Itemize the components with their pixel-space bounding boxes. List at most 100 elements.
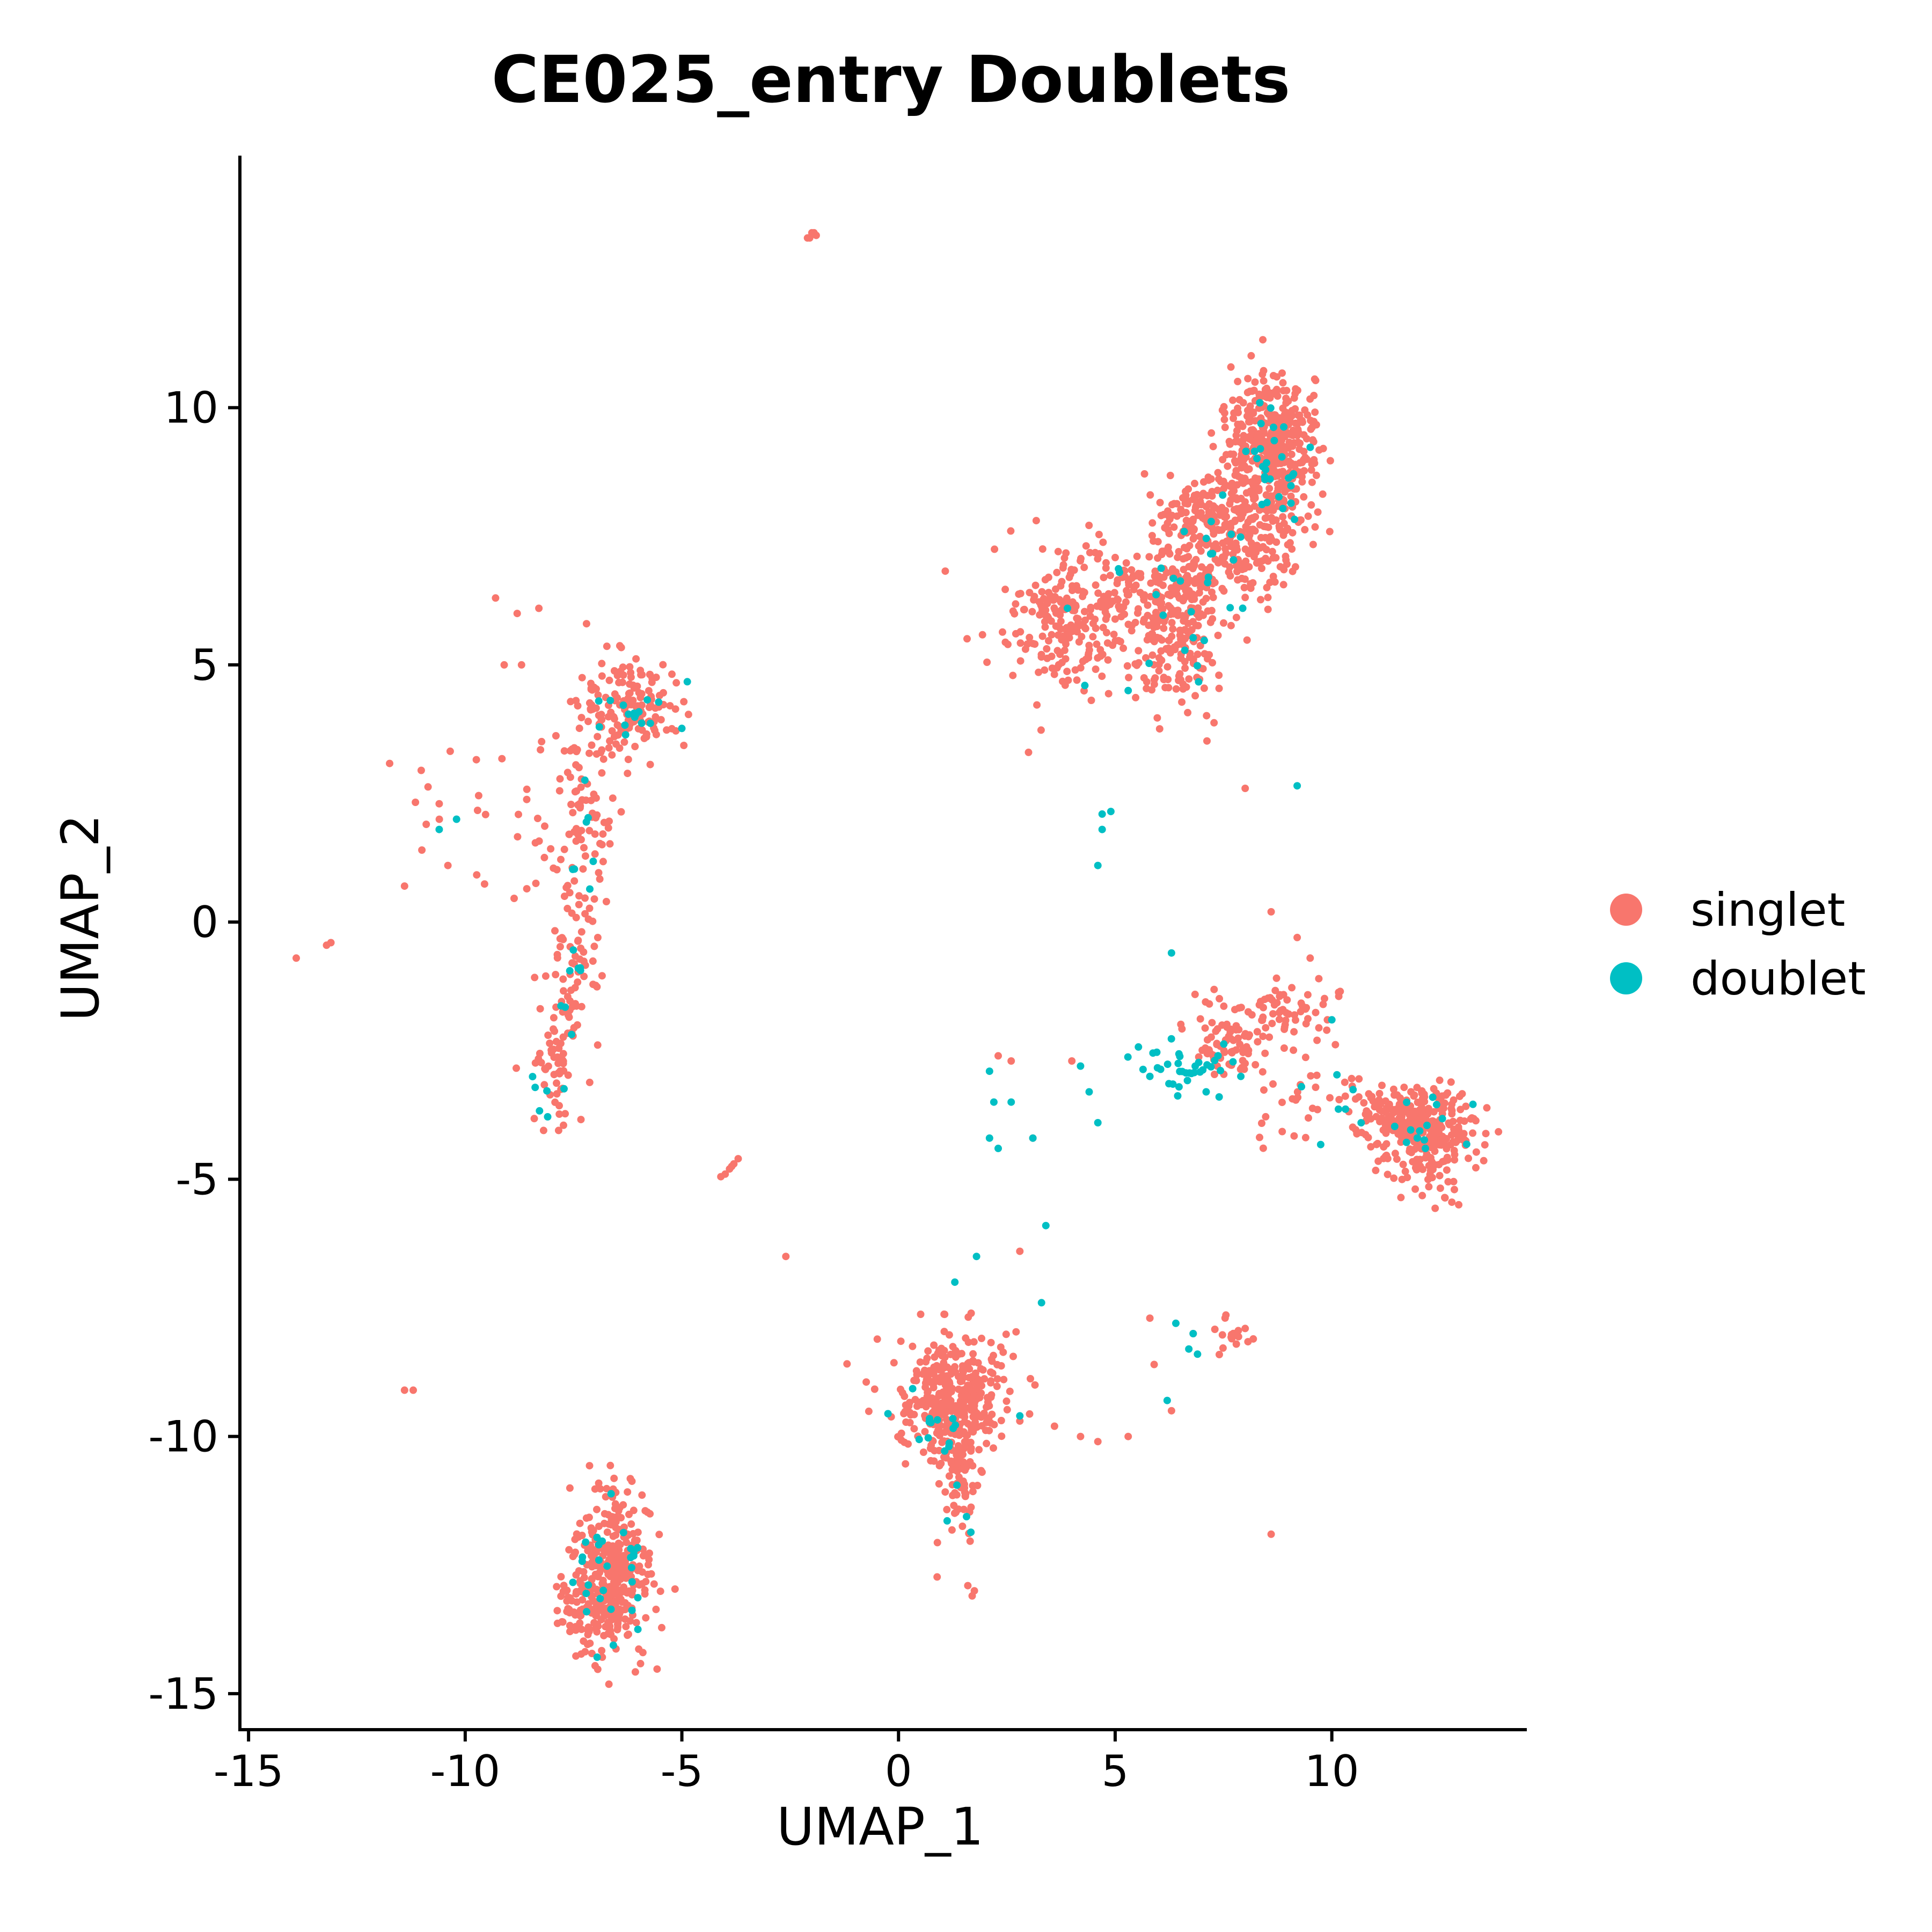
singlet-point — [1104, 690, 1113, 698]
singlet-point — [1168, 619, 1176, 627]
singlet-point — [1172, 685, 1180, 693]
singlet-point — [1269, 1010, 1277, 1018]
singlet-point — [1480, 1157, 1488, 1165]
singlet-point — [1172, 582, 1180, 590]
singlet-point — [1232, 539, 1240, 547]
doublet-point — [1333, 1071, 1341, 1079]
singlet-point — [1265, 485, 1274, 493]
singlet-point — [1249, 427, 1257, 435]
singlet-point — [1185, 541, 1194, 550]
doublet-point — [589, 858, 597, 865]
singlet-point — [912, 1367, 920, 1375]
singlet-point — [638, 726, 646, 734]
x-tick-label: 0 — [885, 1746, 912, 1796]
singlet-point — [1313, 1036, 1321, 1044]
singlet-point — [636, 1659, 645, 1667]
doublet-point — [569, 1578, 577, 1586]
singlet-point — [959, 1368, 967, 1376]
doublet-point — [1462, 1140, 1470, 1148]
singlet-point — [626, 689, 634, 697]
singlet-point — [1181, 634, 1189, 642]
singlet-point — [1312, 471, 1320, 479]
singlet-point — [1216, 994, 1224, 1002]
singlet-point — [1241, 462, 1248, 470]
singlet-point — [1280, 498, 1288, 506]
singlet-point — [604, 824, 612, 832]
doublet-point — [1139, 1065, 1147, 1073]
singlet-point — [1045, 589, 1052, 597]
singlet-point — [599, 755, 608, 763]
singlet-point — [596, 1569, 604, 1577]
singlet-point — [1185, 675, 1193, 683]
singlet-point — [1260, 377, 1268, 385]
singlet-point — [1224, 462, 1232, 470]
singlet-point — [586, 826, 594, 835]
doublet-point — [1328, 1016, 1336, 1024]
singlet-point — [1151, 674, 1159, 682]
singlet-point — [1124, 1432, 1132, 1440]
singlet-point — [961, 1484, 969, 1492]
singlet-point — [970, 1338, 978, 1346]
singlet-point — [599, 830, 607, 838]
singlet-point — [553, 1079, 560, 1087]
singlet-point — [605, 817, 613, 825]
singlet-point — [604, 1511, 612, 1519]
singlet-point — [975, 1446, 983, 1454]
singlet-point — [1166, 472, 1174, 479]
singlet-point — [571, 952, 579, 960]
doublet-point — [631, 713, 639, 721]
singlet-point — [653, 1665, 661, 1673]
singlet-point — [1038, 632, 1046, 640]
singlet-point — [1262, 1024, 1270, 1032]
singlet-point — [1382, 1118, 1391, 1126]
singlet-point — [1160, 624, 1168, 632]
singlet-point — [1263, 393, 1271, 401]
singlet-point — [1195, 1053, 1203, 1061]
doublet-point — [1298, 1082, 1306, 1091]
doublet-point — [1157, 1065, 1165, 1073]
singlet-point — [970, 1587, 978, 1595]
singlet-point — [1482, 1130, 1490, 1138]
singlet-point — [517, 661, 525, 669]
doublet-point — [544, 1113, 552, 1121]
doublet-point — [584, 1581, 592, 1589]
singlet-point — [400, 1386, 408, 1394]
singlet-point — [1184, 708, 1192, 716]
singlet-point — [1155, 654, 1163, 662]
singlet-point — [625, 1630, 632, 1638]
singlet-point — [1020, 606, 1028, 613]
singlet-point — [1374, 1103, 1382, 1111]
singlet-point — [580, 948, 588, 956]
singlet-point — [600, 1631, 608, 1640]
singlet-point — [1169, 625, 1177, 633]
singlet-point — [1418, 1191, 1426, 1199]
singlet-point — [1234, 1327, 1242, 1335]
singlet-point — [547, 845, 555, 853]
singlet-point — [566, 889, 574, 897]
singlet-point — [663, 726, 671, 734]
singlet-point — [941, 1353, 949, 1361]
singlet-point — [1106, 572, 1114, 580]
series-doublet — [435, 399, 1477, 1661]
singlet-point — [1037, 726, 1045, 734]
singlet-point — [590, 942, 598, 950]
singlet-point — [1383, 1106, 1391, 1114]
singlet-point — [645, 1561, 652, 1569]
singlet-point — [1311, 523, 1319, 531]
singlet-point — [1208, 1019, 1216, 1027]
singlet-point — [955, 1505, 962, 1513]
singlet-point — [967, 1444, 975, 1452]
singlet-point — [1140, 470, 1148, 478]
singlet-point — [1265, 537, 1274, 545]
singlet-point — [598, 660, 606, 668]
singlet-point — [1436, 1141, 1444, 1149]
doublet-point — [1421, 1136, 1428, 1144]
x-tick-label: -5 — [661, 1746, 704, 1796]
singlet-point — [977, 1467, 985, 1475]
singlet-point — [978, 631, 986, 639]
singlet-point — [728, 1162, 736, 1170]
singlet-point — [1211, 579, 1219, 587]
doublet-point — [576, 967, 584, 975]
singlet-point — [1353, 1130, 1361, 1138]
singlet-point — [1296, 440, 1304, 447]
